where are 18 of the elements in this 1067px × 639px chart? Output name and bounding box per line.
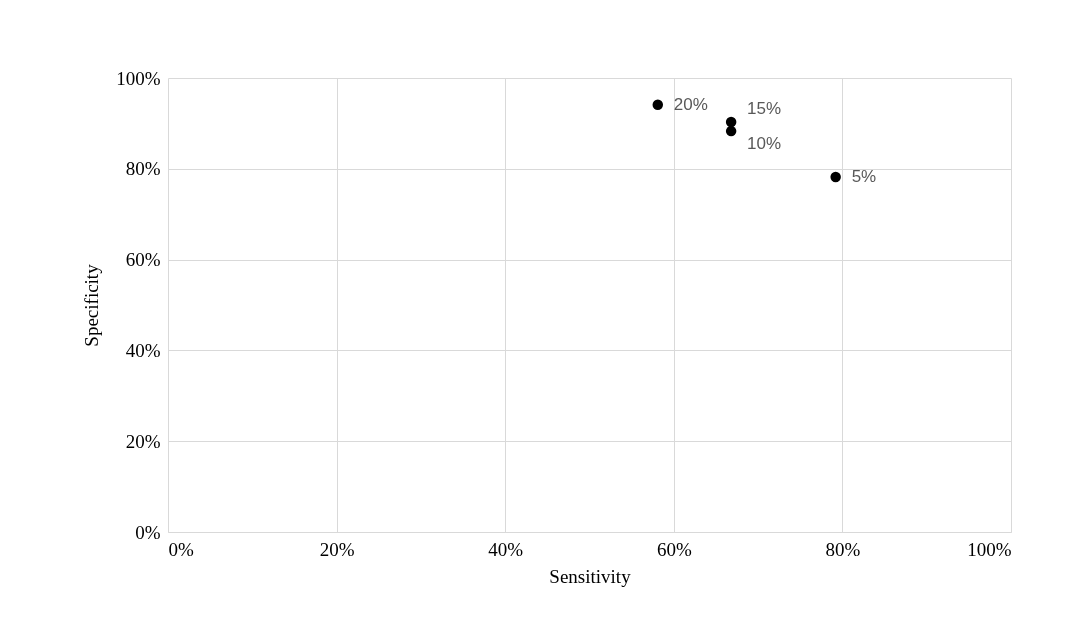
series-label: 10%: [747, 134, 782, 154]
y-tick-label: 80%: [125, 158, 161, 180]
series-label: 15%: [747, 99, 782, 119]
x-tick-label: 80%: [825, 538, 861, 560]
x-tick-label: 40%: [488, 538, 524, 560]
x-tick-label: 100%: [967, 538, 1012, 560]
series-label: 5%: [851, 166, 877, 186]
x-tick-label: 60%: [656, 538, 692, 560]
y-axis-title: Specificity: [81, 263, 103, 347]
y-tick-label: 40%: [125, 339, 161, 361]
series-label: 20%: [673, 94, 708, 114]
x-tick-label: 20%: [319, 538, 355, 560]
x-tick-label: 0%: [168, 538, 194, 560]
y-tick-label: 20%: [125, 430, 161, 452]
y-tick-label: 100%: [116, 67, 161, 89]
y-tick-label: 60%: [125, 249, 161, 271]
x-axis-title: Sensitivity: [549, 565, 632, 587]
y-tick-label: 0%: [135, 521, 161, 543]
